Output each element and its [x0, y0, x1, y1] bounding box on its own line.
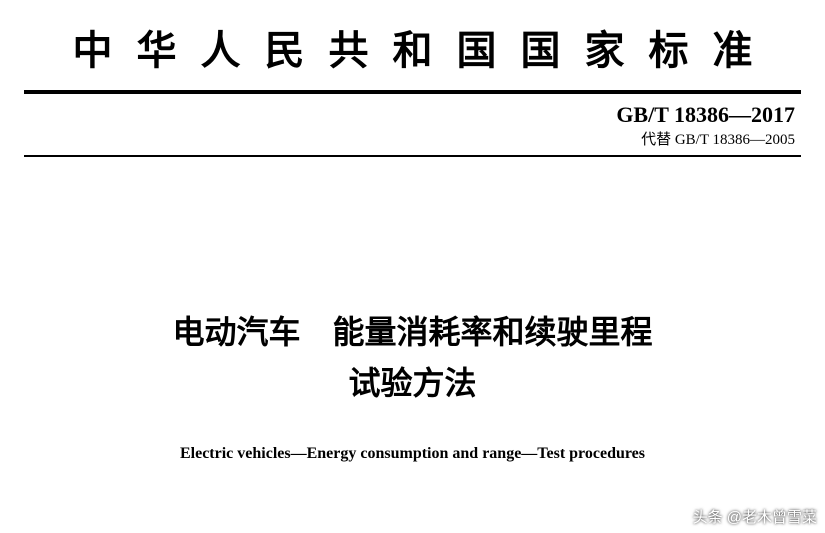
watermark: 头条 @老木曾雪菜: [693, 506, 817, 527]
title-cn: 电动汽车 能量消耗率和续驶里程 试验方法: [0, 307, 825, 409]
title-line1: 电动汽车 能量消耗率和续驶里程: [0, 307, 825, 358]
standard-code-block: GB/T 18386—2017 代替 GB/T 18386—2005: [0, 102, 825, 149]
replaces-code: 代替 GB/T 18386—2005: [0, 128, 795, 149]
rule-thick: [24, 90, 801, 94]
rule-thin: [24, 155, 801, 157]
title-en: Electric vehicles—Energy consumption and…: [0, 445, 825, 463]
national-standard-header: 中华人民共和国国家标准: [0, 0, 825, 76]
standard-code: GB/T 18386—2017: [0, 102, 795, 128]
title-line2: 试验方法: [0, 358, 825, 409]
